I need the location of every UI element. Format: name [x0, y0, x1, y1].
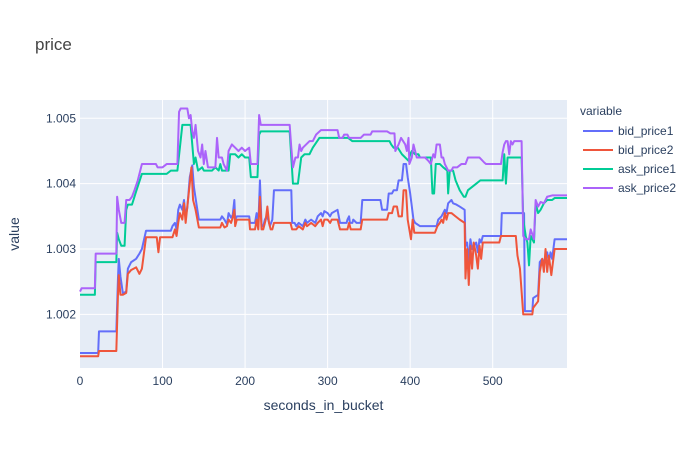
y-tick-label: 1.005 [46, 111, 76, 125]
legend-title: variable [580, 104, 622, 118]
chart-title: price [35, 35, 72, 54]
x-tick-label: 400 [400, 374, 420, 388]
grid-lines [80, 100, 567, 368]
x-tick-label: 300 [318, 374, 338, 388]
y-axis-title: value [6, 217, 22, 251]
x-tick-label: 0 [77, 374, 84, 388]
series-line-ask-price1 [80, 123, 567, 296]
x-tick-label: 200 [235, 374, 255, 388]
legend-label: bid_price2 [618, 143, 674, 157]
plot-area [80, 100, 567, 368]
legend: variable bid_price1 bid_price2 ask_price1a… [580, 104, 676, 195]
legend-label: ask_price1 [618, 162, 676, 176]
y-tick-label: 1.004 [46, 177, 76, 191]
legend-item-bid-price2[interactable]: bid_price2 [583, 143, 674, 157]
y-tick-labels: 1.002 1.003 1.004 1.005 [46, 111, 76, 321]
legend-label: bid_price1 [618, 124, 674, 138]
y-tick-label: 1.002 [46, 307, 76, 321]
series-line-ask-price2 [79, 107, 567, 292]
legend-item-ask-price2[interactable]: ask_price2 [583, 181, 676, 195]
x-axis-title: seconds_in_bucket [264, 397, 384, 413]
legend-label: ask_price2 [618, 181, 676, 195]
x-tick-label: 500 [483, 374, 503, 388]
series-line-bid-price2 [80, 166, 567, 358]
x-tick-labels: 0 100 200 300 400 500 [77, 374, 503, 388]
legend-item-ask-price1[interactable]: ask_price1 [583, 162, 676, 176]
series-lines [79, 107, 567, 358]
x-tick-label: 100 [153, 374, 173, 388]
legend-item-bid-price1[interactable]: bid_price1 [583, 124, 674, 138]
y-tick-label: 1.003 [46, 242, 76, 256]
